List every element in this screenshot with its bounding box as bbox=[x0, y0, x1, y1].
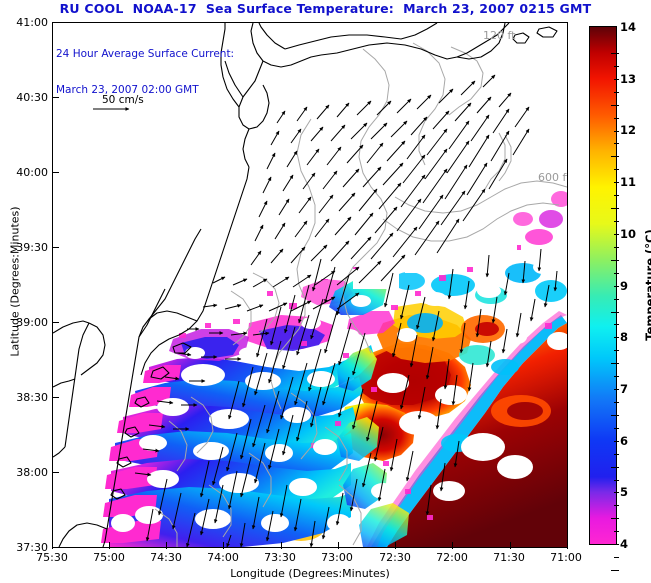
x-tick-7: 72:00 bbox=[436, 551, 468, 564]
colorbar-minor-tick bbox=[614, 401, 619, 403]
x-tick-3: 74:00 bbox=[207, 551, 239, 564]
x-tick-8: 71:30 bbox=[493, 551, 525, 564]
colorbar-major-tick bbox=[611, 311, 619, 313]
y-tick-6: 38:00 bbox=[16, 466, 48, 479]
colorbar-minor-tick bbox=[614, 350, 619, 352]
colorbar-minor-tick bbox=[614, 531, 619, 533]
colorbar-major-tick bbox=[611, 570, 619, 571]
colorbar-minor-tick bbox=[614, 78, 619, 80]
colorbar-minor-tick bbox=[614, 130, 619, 132]
colorbar-major-tick bbox=[611, 414, 619, 416]
x-tick-6: 72:30 bbox=[379, 551, 411, 564]
y-tick-3: 39:30 bbox=[16, 241, 48, 254]
colorbar-minor-tick bbox=[614, 221, 619, 223]
sst-temperature-field bbox=[101, 191, 567, 547]
colorbar-minor-tick bbox=[614, 233, 619, 235]
colorbar[interactable] bbox=[589, 26, 617, 545]
colorbar-label-4: 10 bbox=[620, 226, 637, 241]
colorbar-minor-tick bbox=[614, 272, 619, 274]
colorbar-major-tick bbox=[611, 259, 619, 261]
colorbar-label-5: 9 bbox=[620, 278, 629, 293]
colorbar-minor-tick bbox=[614, 427, 619, 429]
colorbar-major-tick bbox=[611, 156, 619, 158]
colorbar-label-8: 6 bbox=[620, 433, 629, 448]
y-tick-0: 41:00 bbox=[16, 16, 48, 29]
colorbar-label-2: 12 bbox=[620, 123, 637, 138]
y-axis-title: Latitude (Degrees:Minutes) bbox=[8, 206, 22, 357]
x-tick-9: 71:00 bbox=[550, 551, 582, 564]
colorbar-minor-tick bbox=[614, 298, 619, 300]
current-annotation-line1: 24 Hour Average Surface Current: bbox=[56, 48, 235, 60]
y-axis-tick-labels: 41:00 40:30 40:00 39:30 39:00 38:30 38:0… bbox=[0, 0, 48, 583]
colorbar-major-tick bbox=[611, 208, 619, 210]
map-plot-area[interactable]: 24 Hour Average Surface Current: March 2… bbox=[52, 22, 568, 548]
colorbar-minor-tick bbox=[614, 117, 619, 119]
x-axis-tick-labels: 75:30 75:00 74:30 74:00 73:30 73:00 72:3… bbox=[0, 551, 651, 571]
colorbar-label-7: 7 bbox=[620, 381, 629, 396]
y-tick-7: 37:30 bbox=[16, 541, 48, 554]
x-axis-ticks bbox=[52, 542, 568, 549]
cloud-mask bbox=[111, 231, 567, 532]
surface-current-vectors bbox=[134, 74, 558, 547]
colorbar-label-0: 14 bbox=[620, 20, 637, 34]
colorbar-minor-tick bbox=[614, 246, 619, 248]
colorbar-major-tick bbox=[611, 518, 619, 520]
colorbar-minor-tick bbox=[614, 91, 619, 93]
colorbar-tick-labels: 14 13 12 11 10 9 8 7 6 5 4 bbox=[620, 0, 646, 583]
colorbar-minor-tick bbox=[614, 389, 619, 391]
colorbar-minor-tick bbox=[614, 324, 619, 326]
x-axis-title: Longitude (Degrees:Minutes) bbox=[230, 567, 390, 580]
colorbar-minor-tick bbox=[614, 143, 619, 145]
current-annotation: 24 Hour Average Surface Current: March 2… bbox=[56, 24, 234, 120]
x-tick-1: 75:00 bbox=[93, 551, 125, 564]
colorbar-minor-tick bbox=[614, 544, 619, 546]
colorbar-gradient bbox=[590, 27, 616, 544]
colorbar-ticks bbox=[589, 26, 619, 571]
colorbar-minor-tick bbox=[614, 195, 619, 197]
colorbar-minor-tick bbox=[614, 285, 619, 287]
x-tick-5: 73:00 bbox=[321, 551, 353, 564]
colorbar-minor-tick bbox=[614, 169, 619, 171]
coastline bbox=[53, 23, 558, 547]
colorbar-minor-tick bbox=[614, 492, 619, 494]
colorbar-minor-tick bbox=[614, 453, 619, 455]
y-tick-5: 38:30 bbox=[16, 391, 48, 404]
figure-title: RU COOL NOAA-17 Sea Surface Temperature:… bbox=[59, 1, 592, 16]
colorbar-major-tick bbox=[611, 53, 619, 54]
colorbar-label-1: 13 bbox=[620, 71, 637, 86]
colorbar-minor-tick bbox=[614, 376, 619, 378]
isobath-600ft-label: 600 ft bbox=[538, 171, 568, 184]
y-tick-4: 39:00 bbox=[16, 316, 48, 329]
colorbar-label-6: 8 bbox=[620, 330, 629, 345]
colorbar-title: Temperature (°C) bbox=[643, 229, 651, 341]
colorbar-major-tick bbox=[611, 466, 619, 468]
colorbar-minor-tick bbox=[614, 182, 619, 184]
map-svg bbox=[53, 23, 567, 547]
colorbar-label-10: 4 bbox=[620, 537, 629, 551]
y-tick-2: 40:00 bbox=[16, 166, 48, 179]
colorbar-minor-tick bbox=[614, 337, 619, 339]
x-tick-4: 73:30 bbox=[264, 551, 296, 564]
isobath-120ft-label: 120 ft bbox=[483, 29, 516, 42]
colorbar-label-3: 11 bbox=[620, 175, 637, 190]
x-tick-2: 74:30 bbox=[150, 551, 182, 564]
x-tick-0: 75:30 bbox=[36, 551, 68, 564]
colorbar-minor-tick bbox=[614, 479, 619, 481]
colorbar-minor-tick bbox=[614, 557, 619, 559]
colorbar-label-9: 5 bbox=[620, 485, 629, 500]
colorbar-minor-tick bbox=[614, 505, 619, 507]
vector-scale-label: 50 cm/s bbox=[102, 94, 144, 106]
colorbar-minor-tick bbox=[614, 65, 619, 67]
y-tick-1: 40:30 bbox=[16, 91, 48, 104]
current-annotation-line2: March 23, 2007 02:00 GMT bbox=[56, 84, 199, 96]
colorbar-major-tick bbox=[611, 104, 619, 106]
y-axis-ticks bbox=[52, 22, 59, 548]
colorbar-minor-tick bbox=[614, 440, 619, 442]
colorbar-major-tick bbox=[611, 363, 619, 365]
